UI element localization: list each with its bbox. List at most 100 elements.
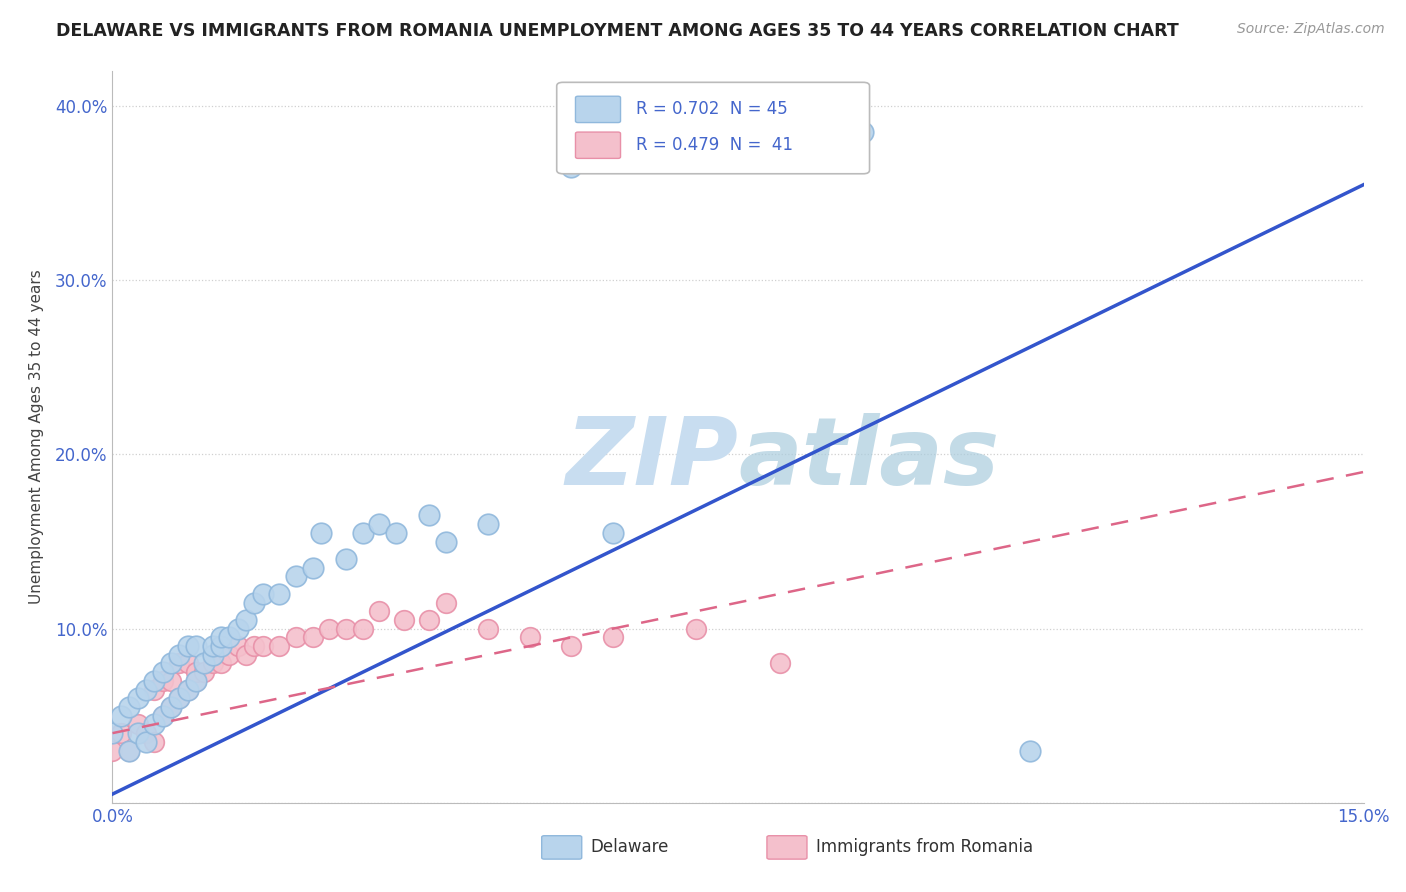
Text: Source: ZipAtlas.com: Source: ZipAtlas.com: [1237, 22, 1385, 37]
Point: [201, 639, 224, 653]
Point: [160, 657, 183, 671]
Point: [418, 508, 440, 523]
FancyBboxPatch shape: [575, 132, 620, 159]
Point: [434, 595, 457, 609]
Point: [160, 673, 183, 688]
Text: Immigrants from Romania: Immigrants from Romania: [815, 838, 1033, 856]
Point: [110, 726, 132, 740]
Point: [143, 673, 166, 688]
Point: [143, 682, 166, 697]
Point: [101, 743, 124, 757]
FancyBboxPatch shape: [575, 96, 620, 122]
Point: [218, 631, 240, 645]
Point: [243, 595, 266, 609]
Point: [235, 648, 257, 662]
Point: [394, 613, 416, 627]
Point: [135, 726, 157, 740]
Point: [602, 525, 624, 540]
Point: [152, 708, 174, 723]
Point: [193, 657, 215, 671]
Point: [434, 534, 457, 549]
Point: [309, 525, 332, 540]
FancyBboxPatch shape: [557, 82, 869, 174]
Point: [201, 657, 224, 671]
Text: atlas: atlas: [738, 413, 1000, 505]
Point: [352, 525, 374, 540]
Point: [167, 648, 190, 662]
Point: [101, 726, 124, 740]
Point: [135, 682, 157, 697]
Point: [167, 657, 190, 671]
Point: [519, 631, 541, 645]
Point: [209, 657, 232, 671]
Point: [352, 622, 374, 636]
Point: [602, 631, 624, 645]
Point: [184, 673, 207, 688]
Point: [167, 691, 190, 706]
Point: [176, 657, 198, 671]
Point: [368, 604, 391, 618]
Point: [252, 639, 274, 653]
Point: [477, 517, 499, 532]
FancyBboxPatch shape: [541, 836, 582, 859]
Text: ZIP: ZIP: [565, 413, 738, 505]
Point: [209, 639, 232, 653]
Point: [127, 717, 149, 731]
Point: [269, 639, 291, 653]
Point: [1019, 743, 1042, 757]
Point: [252, 587, 274, 601]
Point: [477, 622, 499, 636]
Text: R = 0.479  N =  41: R = 0.479 N = 41: [636, 136, 793, 154]
Point: [560, 639, 582, 653]
Point: [143, 717, 166, 731]
Point: [269, 587, 291, 601]
Point: [127, 726, 149, 740]
Point: [201, 648, 224, 662]
Point: [152, 708, 174, 723]
Point: [152, 665, 174, 680]
Point: [152, 673, 174, 688]
Point: [226, 622, 249, 636]
Point: [368, 517, 391, 532]
Text: Delaware: Delaware: [591, 838, 669, 856]
Point: [167, 691, 190, 706]
Point: [226, 639, 249, 653]
Point: [301, 631, 323, 645]
Point: [160, 700, 183, 714]
Point: [110, 708, 132, 723]
Point: [560, 160, 582, 174]
Text: DELAWARE VS IMMIGRANTS FROM ROMANIA UNEMPLOYMENT AMONG AGES 35 TO 44 YEARS CORRE: DELAWARE VS IMMIGRANTS FROM ROMANIA UNEM…: [56, 22, 1180, 40]
Point: [135, 735, 157, 749]
Point: [176, 639, 198, 653]
Text: R = 0.702  N = 45: R = 0.702 N = 45: [636, 101, 787, 119]
Point: [193, 665, 215, 680]
Point: [118, 743, 141, 757]
Point: [184, 665, 207, 680]
Point: [160, 700, 183, 714]
Y-axis label: Unemployment Among Ages 35 to 44 years: Unemployment Among Ages 35 to 44 years: [30, 269, 44, 605]
Point: [218, 648, 240, 662]
Point: [852, 125, 875, 139]
Point: [184, 673, 207, 688]
Point: [301, 560, 323, 574]
FancyBboxPatch shape: [766, 836, 807, 859]
Point: [318, 622, 340, 636]
Point: [143, 735, 166, 749]
Point: [685, 622, 707, 636]
Point: [285, 631, 308, 645]
Point: [127, 691, 149, 706]
Point: [176, 682, 198, 697]
Point: [418, 613, 440, 627]
Point: [385, 525, 408, 540]
Point: [335, 622, 357, 636]
Point: [335, 552, 357, 566]
Point: [176, 682, 198, 697]
Point: [243, 639, 266, 653]
Point: [118, 743, 141, 757]
Point: [209, 631, 232, 645]
Point: [235, 613, 257, 627]
Point: [285, 569, 308, 583]
Point: [184, 639, 207, 653]
Point: [118, 700, 141, 714]
Point: [769, 657, 792, 671]
